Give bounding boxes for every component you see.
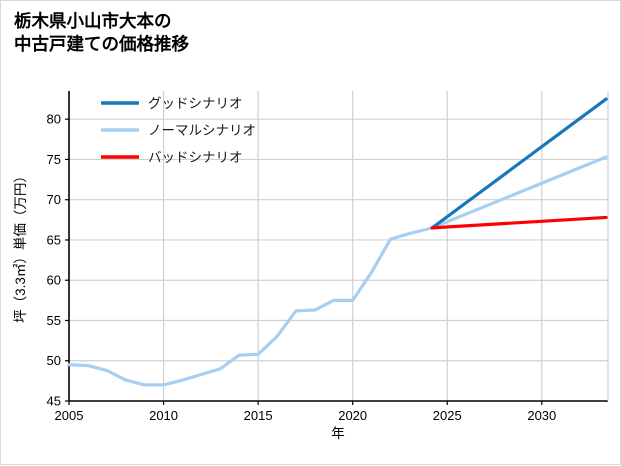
x-tick-label: 2015 <box>244 408 273 423</box>
x-tick-label: 2020 <box>338 408 367 423</box>
x-tick-label: 2025 <box>433 408 462 423</box>
plot-area-background <box>69 91 608 401</box>
legend-label-0: グッドシナリオ <box>148 96 243 111</box>
series-line-ノーマルシナリオ <box>67 155 608 387</box>
y-gridlines <box>69 118 608 362</box>
y-axis-title: 坪（3.3㎡）単価（万円） <box>13 169 28 323</box>
legend-label-1: ノーマルシナリオ <box>148 123 256 138</box>
y-tick-label: 60 <box>47 273 61 288</box>
series-line-グッドシナリオ <box>430 97 608 230</box>
x-tick-labels: 2005 2010 2015 2020 2025 2030 <box>55 408 557 423</box>
y-tick-label: 70 <box>47 192 61 207</box>
y-tick-marks <box>65 118 69 402</box>
y-tick-label: 65 <box>47 232 61 247</box>
x-tick-marks <box>68 401 543 405</box>
legend-label-2: バッドシナリオ <box>148 150 243 165</box>
y-tick-label: 80 <box>47 112 61 127</box>
x-tick-label: 2010 <box>149 408 178 423</box>
x-tick-label: 2005 <box>55 408 84 423</box>
x-tick-label: 2030 <box>527 408 556 423</box>
y-tick-label: 75 <box>47 152 61 167</box>
y-tick-label: 55 <box>47 313 61 328</box>
y-tick-label: 45 <box>47 394 61 409</box>
y-tick-labels: 45 50 55 60 65 70 75 80 <box>47 112 61 409</box>
series-line-バッドシナリオ <box>430 215 608 230</box>
y-tick-label: 50 <box>47 353 61 368</box>
x-gridlines <box>162 91 543 401</box>
data-series-layer <box>67 97 608 387</box>
page-title: 栃木県小山市大本の 中古戸建ての価格推移 <box>14 11 189 55</box>
x-axis-title: 年 <box>331 426 345 441</box>
